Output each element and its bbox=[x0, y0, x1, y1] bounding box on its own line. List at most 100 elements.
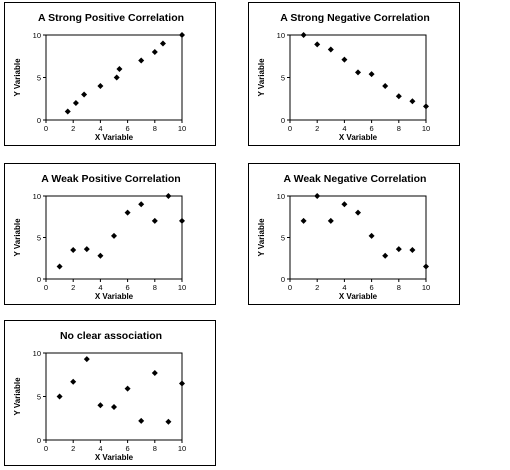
data-point-marker bbox=[151, 49, 158, 55]
x-axis-label: X Variable bbox=[339, 292, 378, 301]
chart-title: A Strong Positive Correlation bbox=[38, 12, 184, 24]
y-axis-label: Y Variable bbox=[257, 58, 266, 97]
x-tick-label: 8 bbox=[153, 124, 157, 133]
data-point-marker bbox=[314, 193, 321, 199]
x-tick-label: 8 bbox=[397, 283, 401, 292]
data-point-marker bbox=[327, 217, 334, 224]
data-point-marker bbox=[355, 209, 361, 216]
data-point-marker bbox=[83, 356, 90, 363]
y-tick-label: 0 bbox=[37, 116, 41, 125]
y-tick-label: 10 bbox=[33, 349, 41, 358]
data-point-marker bbox=[179, 217, 185, 224]
y-tick-label: 10 bbox=[277, 31, 285, 40]
data-point-marker bbox=[314, 41, 321, 48]
data-point-marker bbox=[179, 32, 185, 38]
data-point-marker bbox=[300, 32, 307, 38]
data-point-marker bbox=[64, 108, 71, 115]
data-point-marker bbox=[138, 201, 145, 208]
x-tick-label: 6 bbox=[126, 124, 130, 133]
y-axis-label: Y Variable bbox=[13, 377, 22, 416]
x-tick-label: 0 bbox=[288, 283, 292, 292]
y-tick-label: 0 bbox=[37, 436, 41, 445]
data-point-marker bbox=[124, 209, 131, 216]
data-point-marker bbox=[165, 193, 172, 199]
x-tick-label: 2 bbox=[315, 124, 319, 133]
y-tick-label: 5 bbox=[37, 74, 41, 83]
y-tick-label: 5 bbox=[281, 234, 285, 243]
x-tick-label: 0 bbox=[44, 444, 48, 453]
y-tick-label: 5 bbox=[281, 74, 285, 83]
y-tick-label: 5 bbox=[37, 393, 41, 402]
data-point-marker bbox=[300, 217, 307, 224]
data-point-marker bbox=[165, 418, 172, 425]
scatter-chart-strong-positive: A Strong Positive Correlation 0 2 4 6 8 10 0 5 10… bbox=[13, 12, 186, 142]
data-point-marker bbox=[151, 370, 158, 377]
data-point-marker bbox=[56, 263, 63, 270]
data-point-marker bbox=[159, 40, 166, 47]
data-point-marker bbox=[70, 246, 77, 253]
data-point-marker bbox=[395, 93, 402, 100]
y-axis-label: Y Variable bbox=[13, 58, 22, 97]
data-point-marker bbox=[138, 57, 145, 64]
data-point-marker bbox=[382, 83, 389, 89]
data-point-marker bbox=[72, 100, 79, 106]
y-tick-label: 10 bbox=[277, 192, 285, 201]
x-tick-label: 10 bbox=[422, 283, 430, 292]
y-axis-label: Y Variable bbox=[13, 218, 22, 257]
chart-title: No clear association bbox=[60, 330, 162, 342]
x-tick-label: 10 bbox=[178, 283, 186, 292]
x-axis-label: X Variable bbox=[95, 453, 134, 462]
x-tick-label: 6 bbox=[126, 444, 130, 453]
y-tick-label: 0 bbox=[281, 116, 285, 125]
plot-area-frame bbox=[45, 352, 183, 441]
chart-panel-weak-positive: A Weak Positive Correlation 0 2 4 6 8 10 0 5 10 X … bbox=[4, 163, 216, 305]
chart-panel-strong-positive: A Strong Positive Correlation 0 2 4 6 8 10 0 5 10… bbox=[4, 2, 216, 146]
x-tick-label: 8 bbox=[153, 283, 157, 292]
data-point-marker bbox=[368, 232, 375, 239]
data-point-marker bbox=[56, 393, 63, 400]
x-tick-label: 2 bbox=[71, 283, 75, 292]
data-point-marker bbox=[382, 252, 389, 259]
x-tick-label: 6 bbox=[370, 283, 374, 292]
data-point-marker bbox=[341, 201, 348, 208]
x-tick-label: 0 bbox=[44, 283, 48, 292]
y-tick-label: 10 bbox=[33, 192, 41, 201]
data-point-marker bbox=[151, 217, 158, 224]
chart-title: A Strong Negative Correlation bbox=[280, 12, 430, 24]
plot-area-frame bbox=[289, 34, 427, 121]
x-tick-label: 2 bbox=[315, 283, 319, 292]
data-point-marker bbox=[368, 71, 375, 78]
y-tick-label: 0 bbox=[281, 275, 285, 284]
data-point-marker bbox=[97, 83, 104, 89]
x-tick-label: 10 bbox=[422, 124, 430, 133]
x-axis-label: X Variable bbox=[339, 133, 378, 142]
x-tick-label: 10 bbox=[178, 444, 186, 453]
data-point-marker bbox=[423, 263, 429, 270]
x-tick-label: 2 bbox=[71, 124, 75, 133]
chart-panel-weak-negative: A Weak Negative Correlation 0 2 4 6 8 10 0 5 10 X … bbox=[248, 163, 460, 305]
x-tick-label: 8 bbox=[397, 124, 401, 133]
x-tick-label: 6 bbox=[126, 283, 130, 292]
y-tick-label: 5 bbox=[37, 234, 41, 243]
data-point-marker bbox=[97, 402, 104, 409]
data-point-marker bbox=[395, 246, 402, 253]
chart-title: A Weak Positive Correlation bbox=[41, 173, 180, 185]
x-tick-label: 2 bbox=[71, 444, 75, 453]
data-point-marker bbox=[111, 232, 117, 239]
plot-area-frame bbox=[289, 195, 427, 280]
data-point-marker bbox=[409, 246, 416, 253]
x-tick-label: 4 bbox=[98, 444, 102, 453]
data-point-marker bbox=[327, 46, 334, 53]
x-tick-label: 4 bbox=[342, 124, 346, 133]
x-tick-label: 4 bbox=[342, 283, 346, 292]
x-tick-label: 10 bbox=[178, 124, 186, 133]
data-point-marker bbox=[70, 378, 77, 385]
scatter-chart-weak-negative: A Weak Negative Correlation 0 2 4 6 8 10 0 5 10 X … bbox=[257, 173, 430, 301]
x-tick-label: 8 bbox=[153, 444, 157, 453]
data-point-marker bbox=[111, 403, 117, 410]
x-axis-label: X Variable bbox=[95, 292, 134, 301]
y-tick-label: 0 bbox=[37, 275, 41, 284]
data-point-marker bbox=[83, 246, 90, 253]
x-tick-label: 0 bbox=[44, 124, 48, 133]
chart-panel-no-association: No clear association 0 2 4 6 8 10 0 5 10 X Variabl… bbox=[4, 320, 216, 466]
